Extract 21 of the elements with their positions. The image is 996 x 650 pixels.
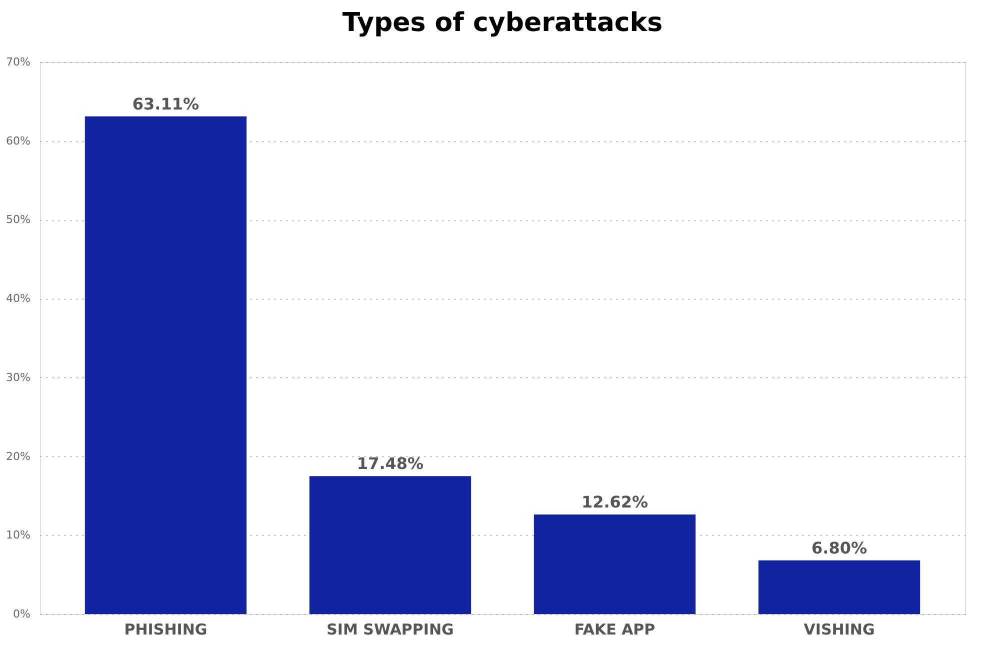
y-tick-label: 10% [6,528,30,542]
bar [84,116,247,614]
data-label: 63.11% [132,94,200,114]
y-tick-label: 50% [6,213,30,226]
bar [309,476,472,614]
y-tick-label: 70% [6,56,30,68]
y-tick-label: 0% [13,608,30,620]
bar [534,514,696,614]
bar [758,560,920,614]
y-tick-label: 60% [6,134,30,148]
y-tick-label: 30% [6,370,30,384]
y-tick-label: 40% [6,292,30,306]
data-label: 17.48% [356,454,424,474]
x-tick-label: VISHING [804,620,875,638]
data-label: 12.62% [581,492,648,512]
x-tick-label: SIM SWAPPING [326,620,454,638]
x-tick-label: PHISHING [124,620,208,638]
data-label: 6.80% [812,538,868,558]
chart-title: Types of cyberattacks [342,8,663,38]
x-tick-label: FAKE APP [574,620,656,638]
y-tick-label: 20% [6,450,30,463]
